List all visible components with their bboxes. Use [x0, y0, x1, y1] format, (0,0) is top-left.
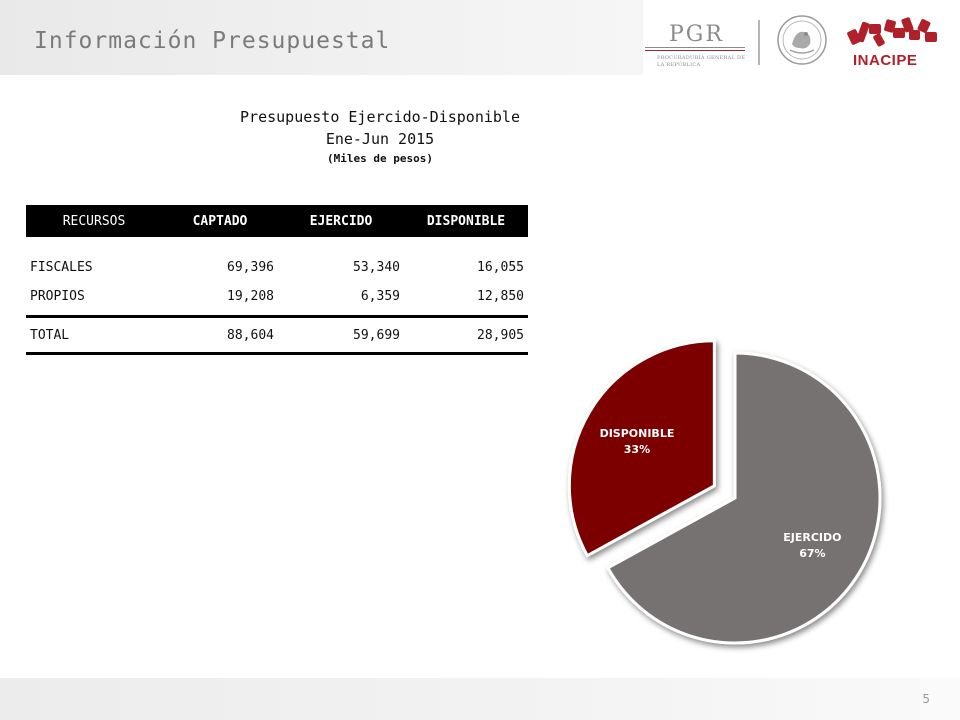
pie-slice-disponible — [567, 339, 716, 558]
table-header-row: RECURSOS CAPTADO EJERCIDO DISPONIBLE — [26, 205, 528, 237]
pie-slice-ejercido — [605, 351, 882, 645]
pie-chart-svg: EJERCIDO 67% DISPONIBLE 33% — [567, 339, 882, 645]
report-units: (Miles de pesos) — [327, 152, 433, 165]
page-title: Información Presupuestal — [34, 28, 391, 54]
row-label: TOTAL — [26, 315, 162, 355]
table-row: FISCALES 69,396 53,340 16,055 — [26, 237, 528, 277]
cell-disponible: 28,905 — [404, 315, 528, 355]
table-row: PROPIOS 19,208 6,359 12,850 — [26, 277, 528, 317]
pgr-logo-line-accent — [645, 50, 745, 51]
logo-divider — [758, 20, 760, 65]
pie-label-disponible: DISPONIBLE — [600, 427, 675, 440]
cell-disponible: 12,850 — [477, 288, 524, 304]
inacipe-logo-text: INACIPE — [853, 52, 918, 69]
header-disponible: DISPONIBLE — [404, 205, 528, 237]
pgr-logo-subtitle: PROCURADURÍA GENERAL DE LA REPÚBLICA — [657, 55, 746, 68]
cell-captado: 88,604 — [162, 315, 278, 355]
cell-disponible: 16,055 — [477, 260, 524, 275]
cell-ejercido: 6,359 — [360, 288, 400, 304]
cell-captado: 19,208 — [227, 288, 274, 304]
logo-area: PGR PROCURADURÍA GENERAL DE LA REPÚBLICA… — [643, 0, 960, 80]
table-total-row: TOTAL 88,604 59,699 28,905 — [26, 315, 528, 355]
header-band: Información Presupuestal — [0, 0, 643, 75]
national-seal-icon — [777, 15, 827, 65]
inacipe-logo-icon — [847, 17, 937, 47]
budget-table: RECURSOS CAPTADO EJERCIDO DISPONIBLE FIS… — [26, 205, 528, 355]
footer-band — [0, 678, 960, 720]
report-period: Ene-Jun 2015 — [325, 130, 435, 148]
cell-captado: 69,396 — [227, 260, 274, 275]
header-recursos: RECURSOS — [26, 205, 162, 237]
row-label: PROPIOS — [30, 288, 85, 304]
page-number: 5 — [922, 692, 930, 706]
row-label: FISCALES — [30, 260, 93, 275]
pie-value-ejercido: 67% — [799, 547, 825, 560]
report-title: Presupuesto Ejercido-Disponible — [240, 108, 520, 126]
pie-label-ejercido: EJERCIDO — [783, 531, 841, 544]
pie-value-disponible: 33% — [624, 443, 650, 456]
cell-ejercido: 59,699 — [278, 315, 404, 355]
pgr-logo-line — [645, 47, 745, 48]
pie-chart: EJERCIDO 67% DISPONIBLE 33% — [560, 338, 900, 662]
cell-ejercido: 53,340 — [353, 260, 400, 275]
pgr-logo-text: PGR — [669, 22, 724, 47]
header-ejercido: EJERCIDO — [278, 205, 404, 237]
header-captado: CAPTADO — [162, 205, 278, 237]
